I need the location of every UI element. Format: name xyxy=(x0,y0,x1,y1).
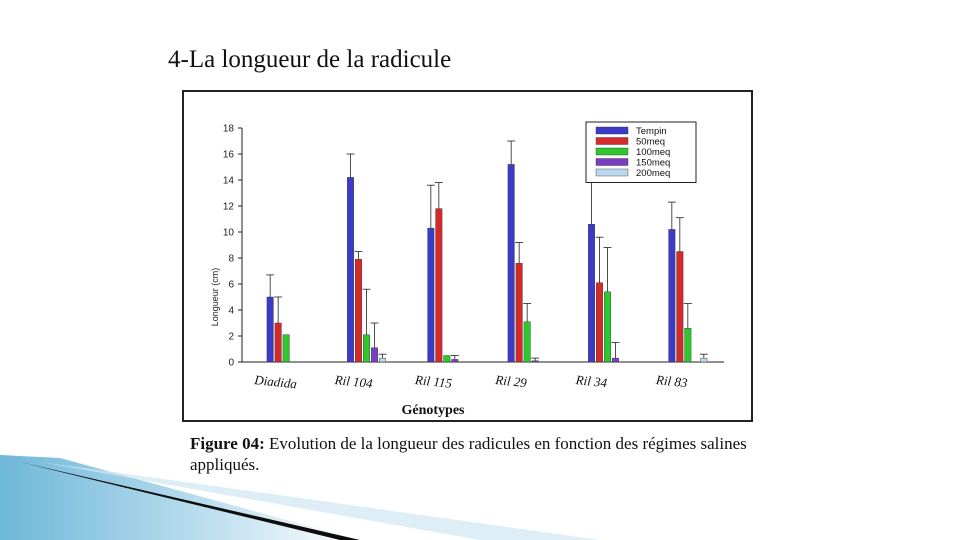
y-tick-label: 4 xyxy=(228,306,234,317)
x-category-label: Ril 83 xyxy=(654,372,688,390)
caption-label: Figure 04: xyxy=(190,434,265,453)
x-category-label: Diadida xyxy=(253,372,298,392)
legend-swatch xyxy=(595,137,629,145)
bar xyxy=(451,359,459,363)
y-tick-label: 14 xyxy=(223,176,235,187)
bar xyxy=(531,360,539,363)
bar xyxy=(523,321,531,363)
legend-label: 100meq xyxy=(636,147,670,158)
legend-label: 150meq xyxy=(636,158,670,169)
bar-chart: 0 2 4 6 8 10 12 14 16 18 Longueur (cm) Diadida Ril 1… xyxy=(210,121,724,418)
y-tick-label: 2 xyxy=(228,332,234,343)
y-tick-label: 16 xyxy=(223,150,235,161)
bar xyxy=(515,262,523,363)
bar xyxy=(371,347,378,363)
bar xyxy=(266,296,274,363)
legend-label: Tempin xyxy=(636,126,667,137)
bar xyxy=(427,227,435,363)
bar xyxy=(588,223,595,363)
x-category-label: Ril 34 xyxy=(574,372,608,390)
bar xyxy=(676,251,684,363)
bar xyxy=(274,322,282,363)
bar xyxy=(355,259,362,363)
figure-caption: Figure 04: Evolution de la longueur des … xyxy=(190,433,750,475)
chart-frame: 0 2 4 6 8 10 12 14 16 18 Longueur (cm) Diadida Ril 1… xyxy=(182,90,753,422)
bar xyxy=(347,177,354,363)
bar xyxy=(435,208,443,363)
bar xyxy=(700,357,708,363)
legend-swatch xyxy=(595,126,629,135)
legend-swatch xyxy=(595,147,629,156)
legend-swatch xyxy=(595,168,629,177)
bar xyxy=(507,164,515,363)
legend-swatch xyxy=(595,158,629,166)
bar xyxy=(443,355,451,363)
x-category-label: Ril 115 xyxy=(413,372,453,391)
y-tick-label: 6 xyxy=(228,280,234,291)
x-category-label: Ril 104 xyxy=(333,372,374,391)
y-tick-label: 12 xyxy=(223,202,235,213)
y-tick-label: 18 xyxy=(223,124,235,135)
y-tick-label: 8 xyxy=(228,254,234,265)
bar xyxy=(668,229,676,363)
legend-label: 50meq xyxy=(636,137,665,148)
bar xyxy=(379,357,386,363)
bar xyxy=(282,334,290,363)
slide-title: 4-La longueur de la radicule xyxy=(168,46,452,73)
x-category-label: Ril 29 xyxy=(494,372,528,390)
y-tick-label: 0 xyxy=(228,358,234,369)
bar xyxy=(612,357,619,363)
legend-label: 200meq xyxy=(636,168,670,179)
bar xyxy=(684,327,692,363)
bar xyxy=(363,334,370,363)
decorative-wave xyxy=(0,455,600,540)
y-axis-label: Longueur (cm) xyxy=(210,268,220,327)
bar xyxy=(596,282,603,363)
caption-text: Evolution de la longueur des radicules e… xyxy=(190,434,747,474)
y-tick-label: 10 xyxy=(223,228,235,239)
x-axis-label: Génotypes xyxy=(402,403,466,418)
bar xyxy=(604,291,611,363)
